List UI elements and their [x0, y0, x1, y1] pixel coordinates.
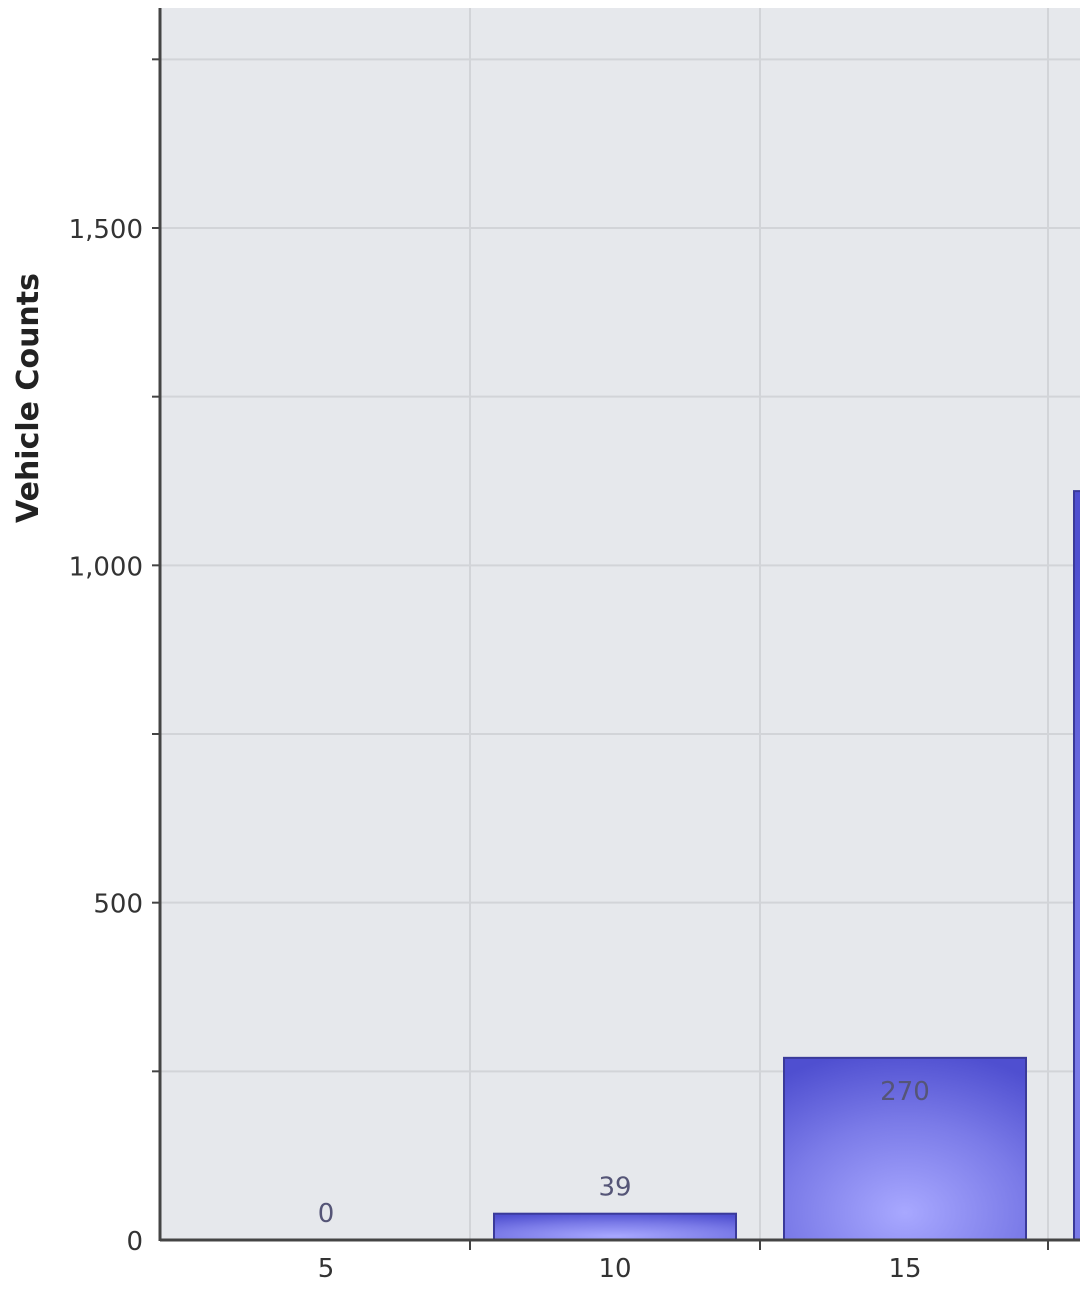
data-label: 39	[598, 1173, 631, 1203]
y-tick-label: 1,000	[69, 552, 143, 582]
y-tick-label: 1,500	[69, 215, 143, 245]
plot-area	[160, 8, 1080, 1240]
x-tick-label: 5	[318, 1254, 335, 1284]
axes: 0 500 1,000 1,500 5 10 15	[69, 8, 1080, 1284]
bar-15	[783, 1056, 1027, 1241]
data-label: 0	[318, 1199, 335, 1229]
data-label: 270	[880, 1077, 930, 1107]
y-axis-title: Vehicle Counts	[11, 273, 46, 523]
bar-10	[493, 1212, 737, 1241]
data-labels: 0 39 270	[318, 1077, 930, 1229]
bars	[493, 490, 1080, 1241]
grid-lines	[160, 8, 1080, 1240]
bar-next	[1073, 490, 1080, 1241]
x-tick-label: 15	[888, 1254, 921, 1284]
y-tick-label: 0	[126, 1227, 143, 1257]
y-tick-label: 500	[93, 890, 143, 920]
x-tick-label: 10	[598, 1254, 631, 1284]
